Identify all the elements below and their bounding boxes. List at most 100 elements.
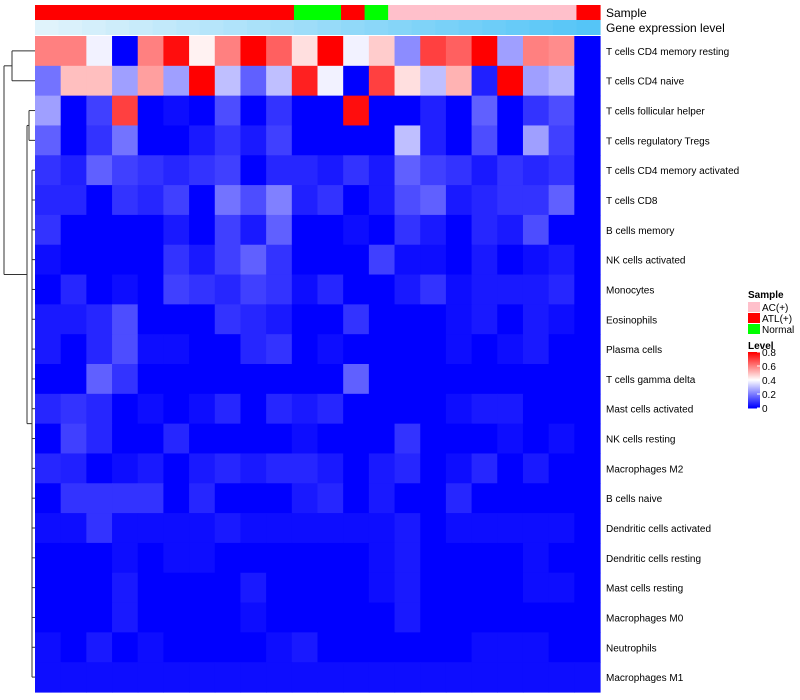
heatmap-cell (214, 214, 242, 246)
heatmap-cell (266, 65, 293, 97)
heatmap-cell (497, 65, 524, 97)
heatmap-cell (522, 155, 550, 186)
heatmap-cell (163, 393, 190, 425)
heatmap-cell (445, 423, 473, 455)
heatmap-cell (420, 65, 447, 97)
row-label: Dendritic cells resting (606, 554, 701, 565)
heatmap-cell (445, 393, 473, 425)
expression-track-label: Gene expression level (606, 21, 725, 35)
heatmap-cell (163, 364, 190, 395)
heatmap-cell (189, 632, 216, 663)
level-colorbar-segment (748, 366, 760, 368)
sample-track-label: Sample (606, 6, 647, 20)
heatmap-cell (137, 185, 165, 216)
heatmap-cell (343, 453, 370, 484)
heatmap-cell (35, 334, 62, 365)
sample-annotation-cell (364, 5, 389, 20)
heatmap-cell (137, 125, 165, 156)
heatmap-cell (368, 36, 396, 67)
sample-annotation-cell (152, 5, 177, 20)
heatmap-cell (60, 155, 87, 186)
heatmap-cell (266, 364, 293, 395)
heatmap-cell (420, 36, 447, 67)
sample-annotation-cell (293, 5, 319, 20)
heatmap-cell (240, 423, 267, 455)
heatmap-cell (112, 513, 139, 544)
heatmap-cell (189, 214, 216, 246)
heatmap-cell (86, 453, 113, 484)
sample-annotation-cell (58, 5, 83, 20)
heatmap-cell (574, 95, 601, 127)
level-colorbar-segment (748, 376, 760, 378)
heatmap-cell (368, 65, 396, 97)
heatmap-cell (112, 572, 139, 604)
heatmap-cell (574, 393, 601, 425)
heatmap-cell (291, 304, 319, 335)
heatmap-cell (240, 36, 267, 67)
heatmap-cell (394, 542, 421, 574)
heatmap-cell (86, 542, 113, 574)
heatmap-cell (522, 483, 550, 514)
expression-annotation-cell (317, 20, 342, 35)
heatmap-cell (574, 364, 601, 395)
heatmap-cell (522, 334, 550, 365)
heatmap-cell (163, 542, 190, 574)
heatmap-cell (240, 632, 267, 663)
heatmap-cell (471, 65, 498, 97)
heatmap-cell (137, 572, 165, 604)
heatmap-cell (60, 572, 87, 604)
heatmap-cell (317, 36, 344, 67)
heatmap-cell (548, 65, 575, 97)
heatmap-cell (214, 95, 242, 127)
heatmap-cell (86, 155, 113, 186)
heatmap-cell (522, 36, 550, 67)
heatmap-cell (163, 95, 190, 127)
heatmap-cell (35, 364, 62, 395)
heatmap-cell (497, 423, 524, 455)
heatmap-cell (86, 572, 113, 604)
heatmap-cell (317, 95, 344, 127)
heatmap-cell (445, 542, 473, 574)
heatmap-cell (189, 125, 216, 156)
level-colorbar-segment (748, 361, 760, 363)
heatmap-cell (471, 602, 498, 633)
heatmap-cell (189, 423, 216, 455)
heatmap-cell (368, 632, 396, 663)
heatmap-cell (214, 274, 242, 305)
heatmap-cell (497, 393, 524, 425)
heatmap-cell (317, 274, 344, 305)
heatmap-cell (137, 632, 165, 663)
level-colorbar-segment (748, 389, 760, 391)
sample-annotation-cell (482, 5, 507, 20)
expression-annotation-cell (58, 20, 83, 35)
sample-annotation-cell (82, 5, 107, 20)
heatmap-cell (445, 155, 473, 186)
level-colorbar-segment (748, 388, 760, 390)
level-colorbar-segment (748, 357, 760, 359)
heatmap-cell (343, 542, 370, 574)
heatmap-cell (35, 185, 62, 216)
sample-annotation-cell (317, 5, 342, 20)
row-label: Macrophages M1 (606, 673, 684, 684)
expression-annotation-cell (270, 20, 295, 35)
heatmap-cell (60, 274, 87, 305)
level-colorbar-segment (748, 401, 760, 403)
level-colorbar-segment (748, 375, 760, 377)
row-label: Dendritic cells activated (606, 524, 711, 535)
heatmap-cell (394, 453, 421, 484)
heatmap-cell (548, 423, 575, 455)
heatmap-cell (548, 632, 575, 663)
heatmap-cell (522, 274, 550, 305)
heatmap-cell (420, 662, 447, 693)
heatmap-cell (445, 185, 473, 216)
heatmap-cell (368, 334, 396, 365)
heatmap-cell (214, 453, 242, 484)
heatmap-cell (471, 244, 498, 276)
heatmap-cell (266, 453, 293, 484)
heatmap-cell (137, 214, 165, 246)
heatmap-cell (112, 364, 139, 395)
heatmap-cell (317, 214, 344, 246)
heatmap-cell (189, 483, 216, 514)
heatmap-cell (266, 185, 293, 216)
heatmap-cell (266, 244, 293, 276)
